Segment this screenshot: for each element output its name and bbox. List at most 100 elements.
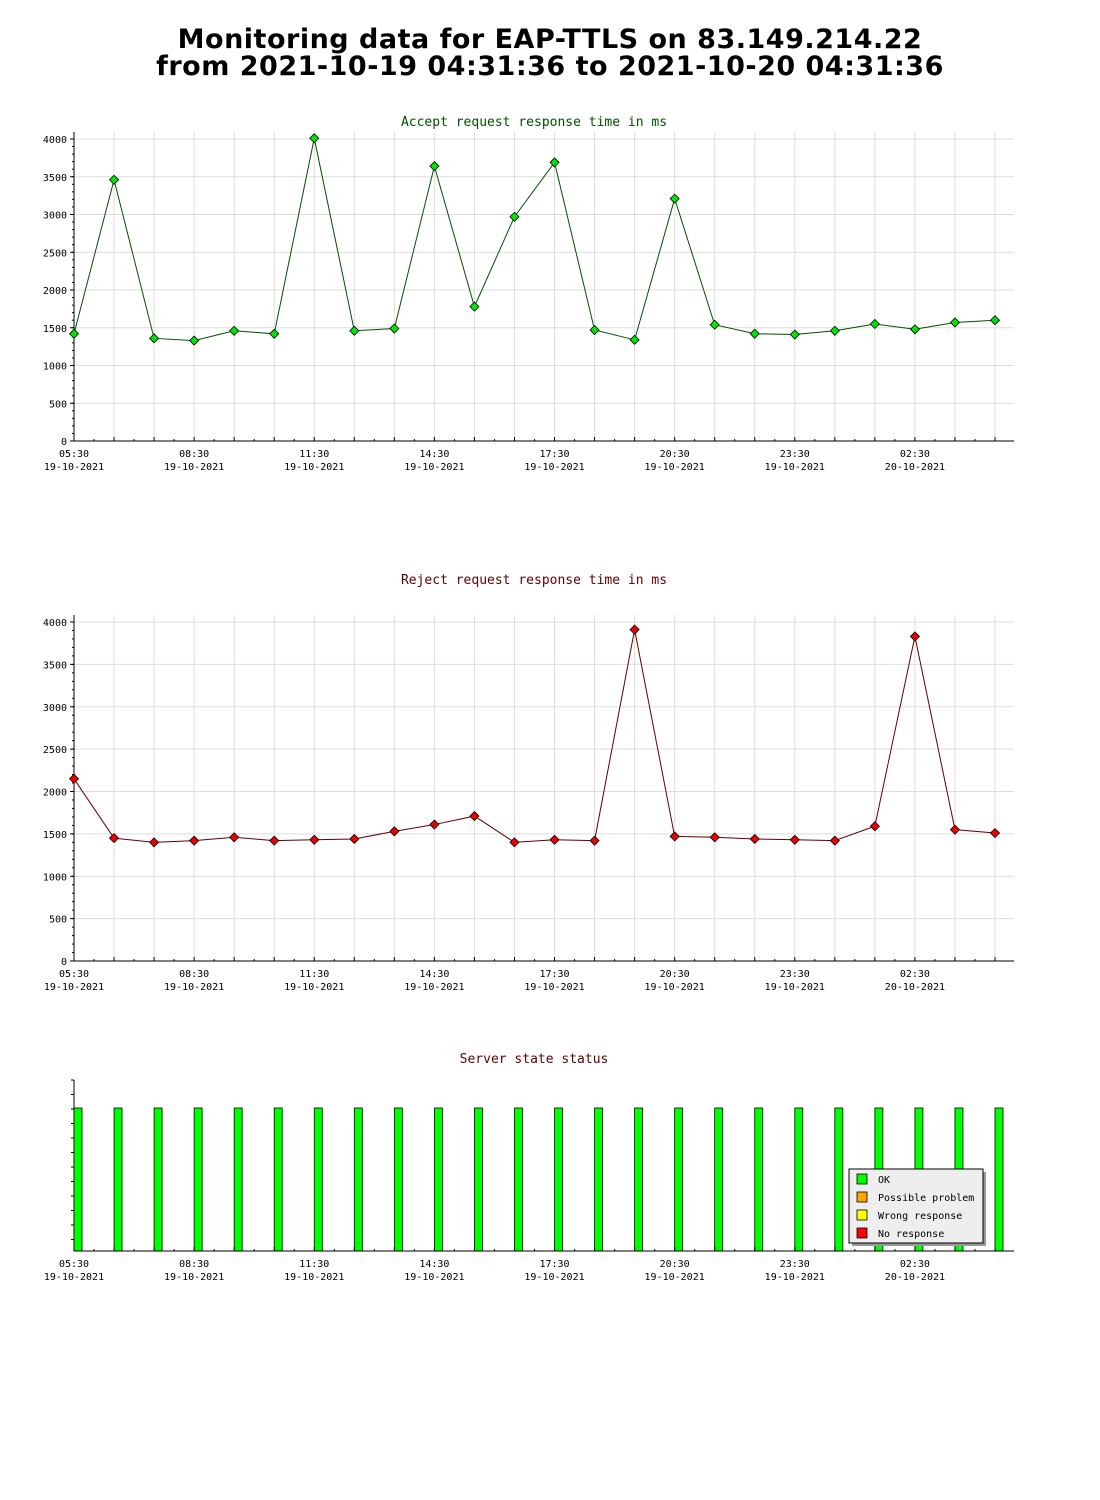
data-point <box>189 335 200 346</box>
page-title-line2: from 2021-10-19 04:31:36 to 2021-10-20 0… <box>156 51 944 82</box>
data-point <box>549 157 560 168</box>
data-point <box>108 833 120 844</box>
data-point <box>229 832 240 843</box>
status-bar <box>714 1107 724 1252</box>
y-tick-label: 0 <box>61 957 67 968</box>
data-point <box>909 324 920 335</box>
data-point <box>669 193 680 204</box>
data-point <box>68 328 80 339</box>
status-bar <box>233 1107 243 1252</box>
x-tick-label-time: 05:30 <box>59 969 89 980</box>
status-bar <box>994 1107 1004 1252</box>
y-tick-label: 0 <box>61 437 67 448</box>
legend-swatch <box>856 1209 868 1221</box>
data-point <box>629 624 640 635</box>
x-tick-label-date: 19-10-2021 <box>765 1272 825 1283</box>
y-tick-label: 2500 <box>43 745 67 756</box>
x-tick-label-date: 19-10-2021 <box>164 462 224 473</box>
data-point <box>989 315 1001 326</box>
status-bar <box>754 1107 764 1252</box>
x-tick-label-time: 20:30 <box>660 1259 690 1270</box>
status-bar <box>674 1107 684 1252</box>
page-title-line1: Monitoring data for EAP-TTLS on 83.149.2… <box>177 24 923 55</box>
server-status-chart: Server state status 05:30 19-10-2021 08:30 1… <box>44 1052 1014 1283</box>
data-point <box>269 328 280 339</box>
x-tick-label-date: 19-10-2021 <box>645 982 705 993</box>
legend-box <box>848 1168 984 1244</box>
status-bar <box>273 1107 283 1252</box>
status-bar <box>474 1107 483 1252</box>
status-bar <box>113 1107 123 1252</box>
x-tick-label-date: 19-10-2021 <box>645 1272 705 1283</box>
legend-swatch <box>856 1191 868 1203</box>
data-point <box>68 773 80 784</box>
x-tick-label-time: 14:30 <box>419 969 449 980</box>
data-point <box>349 325 360 336</box>
data-point <box>589 835 600 846</box>
x-tick-label-date: 19-10-2021 <box>404 462 464 473</box>
y-tick-label: 1500 <box>43 830 67 841</box>
x-tick-label-time: 05:30 <box>59 449 89 460</box>
y-tick-label: 2000 <box>43 788 67 799</box>
status-bar <box>353 1107 363 1252</box>
data-point <box>149 837 160 848</box>
data-point <box>749 328 760 339</box>
data-point <box>709 319 720 330</box>
y-tick-label: 2500 <box>43 248 67 259</box>
data-point <box>389 826 400 837</box>
data-point <box>509 211 520 222</box>
x-tick-label-time: 02:30 <box>900 969 930 980</box>
chart-title: Accept request response time in ms <box>401 115 667 130</box>
data-point <box>589 324 600 336</box>
data-point <box>429 819 440 830</box>
x-tick-label-date: 19-10-2021 <box>645 462 705 473</box>
x-tick-label-time: 02:30 <box>900 449 930 460</box>
status-bar <box>73 1107 83 1252</box>
status-bar <box>193 1107 203 1252</box>
y-tick-label: 3500 <box>43 660 67 671</box>
data-point <box>349 833 360 845</box>
legend-label: No response <box>878 1229 944 1240</box>
legend-label: OK <box>878 1175 890 1186</box>
x-tick-label-date: 19-10-2021 <box>284 982 344 993</box>
x-tick-label-time: 20:30 <box>660 969 690 980</box>
x-tick-label-date: 19-10-2021 <box>44 1272 104 1283</box>
x-tick-label-date: 20-10-2021 <box>885 462 945 473</box>
x-tick-label-time: 08:30 <box>179 449 209 460</box>
x-tick-label-date: 19-10-2021 <box>765 982 825 993</box>
status-bar <box>834 1107 844 1252</box>
status-bar <box>594 1107 603 1252</box>
data-point <box>189 835 200 846</box>
x-tick-label-date: 19-10-2021 <box>524 462 584 473</box>
data-point <box>949 824 961 835</box>
series-line <box>73 138 996 342</box>
x-tick-label-time: 20:30 <box>660 449 690 460</box>
data-point <box>309 133 320 144</box>
status-bar <box>433 1107 443 1252</box>
y-tick-label: 4000 <box>43 618 67 629</box>
chart-title: Reject request response time in ms <box>401 573 667 588</box>
y-tick-label: 500 <box>49 915 67 926</box>
data-point <box>108 174 120 185</box>
x-tick-label-time: 02:30 <box>900 1259 930 1270</box>
x-tick-label-date: 19-10-2021 <box>284 1272 344 1283</box>
status-bar <box>634 1107 644 1252</box>
status-bar <box>794 1107 804 1252</box>
x-tick-label-date: 19-10-2021 <box>44 462 104 473</box>
accept-response-chart: Accept request response time in ms 0 500 10… <box>43 115 1014 473</box>
data-point <box>869 318 880 330</box>
status-bar <box>313 1107 323 1252</box>
data-point <box>789 834 800 845</box>
data-point <box>509 837 520 848</box>
data-point <box>429 161 440 172</box>
y-tick-label: 1500 <box>43 324 67 335</box>
data-point <box>149 333 160 344</box>
x-tick-label-time: 08:30 <box>179 1259 209 1270</box>
x-tick-label-time: 05:30 <box>59 1259 89 1270</box>
x-tick-label-date: 19-10-2021 <box>44 982 104 993</box>
x-tick-label-date: 19-10-2021 <box>524 1272 584 1283</box>
data-point <box>469 811 480 822</box>
x-tick-label-date: 19-10-2021 <box>404 1272 464 1283</box>
x-tick-label-time: 23:30 <box>780 1259 810 1270</box>
x-tick-label-date: 19-10-2021 <box>524 982 584 993</box>
